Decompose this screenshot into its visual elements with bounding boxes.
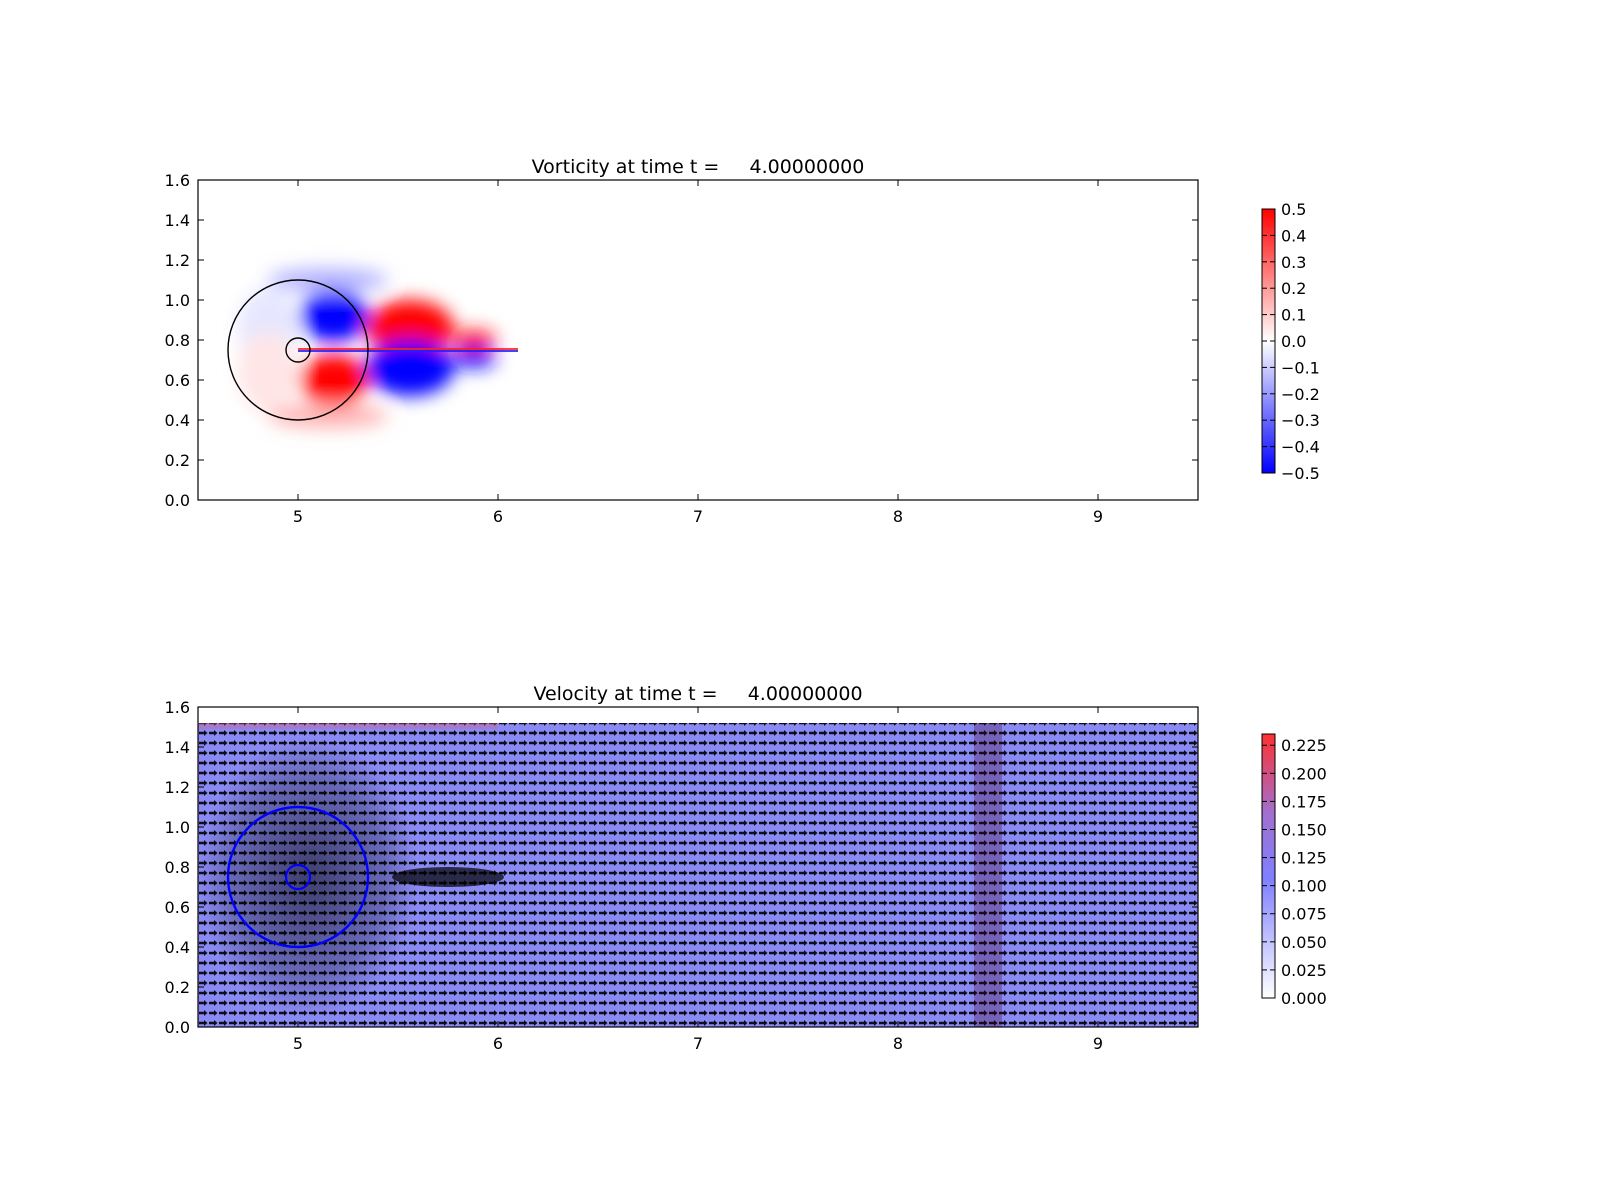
colorbar-tick-label: 0.2	[1281, 279, 1306, 298]
x-tick-label: 9	[1093, 507, 1103, 526]
x-tick-label: 7	[693, 1034, 703, 1053]
y-tick-label: 1.4	[165, 738, 190, 757]
vorticity-overlay	[227, 279, 369, 421]
negative-vorticity-region	[366, 340, 454, 396]
y-tick-label: 1.2	[165, 251, 190, 270]
y-tick-label: 1.4	[165, 211, 190, 230]
colorbar-tick-label: −0.1	[1281, 358, 1320, 377]
colorbar-tick-label: 0.075	[1281, 905, 1327, 924]
vorticity-panel: Vorticity at time t = 4.00000000 5 6 7 8 9 0…	[165, 156, 1320, 526]
colorbar-tick-label: 0.025	[1281, 961, 1327, 980]
x-tick-label: 8	[893, 1034, 903, 1053]
velocity-panel: Velocity at time t = 4.00000000 5 6 7 8 9 0.…	[165, 683, 1327, 1053]
velocity-colorbar: 0.225 0.200 0.175 0.150 0.125 0.100 0.075 0.050…	[1261, 733, 1327, 1008]
y-tick-label: 0.0	[165, 1018, 190, 1037]
colorbar-tick-label: 0.000	[1281, 989, 1327, 1008]
colorbar-tick-label: 0.225	[1281, 736, 1327, 755]
vorticity-blobs	[238, 268, 496, 428]
positive-vorticity-region	[366, 300, 454, 356]
colorbar-tick-label: 0.050	[1281, 933, 1327, 952]
velocity-colorbar-ticks: 0.225 0.200 0.175 0.150 0.125 0.100 0.075 0.050…	[1262, 736, 1327, 1008]
colorbar-tick-label: 0.4	[1281, 226, 1306, 245]
velocity-field	[198, 723, 1198, 1027]
velocity-overlay	[226, 805, 370, 949]
vorticity-x-ticks: 5 6 7 8 9	[293, 180, 1103, 526]
velocity-title: Velocity at time t = 4.00000000	[533, 683, 862, 705]
vorticity-field	[238, 268, 518, 428]
vorticity-plot-background	[198, 180, 1198, 500]
positive-vorticity-region	[268, 404, 388, 428]
top-edge-tint	[198, 723, 498, 729]
vorticity-y-ticks: 0.0 0.2 0.4 0.6 0.8 1.0 1.2 1.4 1.6	[165, 171, 1198, 510]
y-tick-label: 0.0	[165, 491, 190, 510]
vorticity-colorbar: 0.5 0.4 0.3 0.2 0.1 0.0 −0.1 −0.2 −0.3 −0.4 −0.5	[1261, 200, 1320, 483]
x-tick-label: 6	[493, 1034, 503, 1053]
y-tick-label: 1.0	[165, 291, 190, 310]
colorbar-tick-label: −0.3	[1281, 411, 1320, 430]
velocity-colorbar-bar	[1261, 733, 1276, 999]
colorbar-tick-label: 0.1	[1281, 306, 1306, 325]
y-tick-label: 0.4	[165, 938, 190, 957]
outer-circle	[226, 805, 370, 949]
y-tick-label: 1.2	[165, 778, 190, 797]
outer-circle	[227, 279, 369, 421]
positive-vorticity-region	[452, 330, 496, 350]
y-tick-label: 1.6	[165, 171, 190, 190]
inner-circle	[284, 863, 312, 891]
colorbar-tick-label: 0.3	[1281, 253, 1306, 272]
x-tick-label: 7	[693, 507, 703, 526]
negative-vorticity-region	[300, 290, 368, 342]
x-tick-label: 6	[493, 507, 503, 526]
negative-vorticity-region	[268, 268, 388, 292]
dark-vertical-band	[974, 723, 1002, 1027]
y-tick-label: 1.6	[165, 698, 190, 717]
colorbar-tick-label: −0.5	[1281, 464, 1320, 483]
velocity-y-ticks: 0.0 0.2 0.4 0.6 0.8 1.0 1.2 1.4 1.6	[165, 698, 1198, 1037]
velocity-x-ticks: 5 6 7 8 9	[293, 707, 1103, 1053]
colorbar-tick-label: 0.100	[1281, 877, 1327, 896]
colorbar-tick-label: 0.0	[1281, 332, 1306, 351]
y-tick-label: 0.8	[165, 331, 190, 350]
vorticity-title: Vorticity at time t = 4.00000000	[532, 156, 865, 178]
y-tick-label: 1.0	[165, 818, 190, 837]
obstacle-disturbance	[198, 737, 418, 1017]
y-tick-label: 0.8	[165, 858, 190, 877]
wake-negative-sheet	[298, 350, 518, 352]
y-tick-label: 0.4	[165, 411, 190, 430]
colorbar-tick-label: 0.125	[1281, 849, 1327, 868]
x-tick-label: 5	[293, 507, 303, 526]
colorbar-tick-label: 0.175	[1281, 792, 1327, 811]
wake-streak	[392, 867, 504, 887]
y-tick-label: 0.2	[165, 451, 190, 470]
y-tick-label: 0.2	[165, 978, 190, 997]
x-tick-label: 8	[893, 507, 903, 526]
colorbar-tick-label: 0.150	[1281, 820, 1327, 839]
positive-vorticity-region	[238, 332, 298, 412]
y-tick-label: 0.6	[165, 371, 190, 390]
colorbar-tick-label: 0.200	[1281, 764, 1327, 783]
x-tick-label: 5	[293, 1034, 303, 1053]
wake-positive-sheet	[298, 348, 518, 350]
inner-circle	[285, 337, 311, 363]
x-tick-label: 9	[1093, 1034, 1103, 1053]
y-tick-label: 0.6	[165, 898, 190, 917]
colorbar-tick-label: −0.2	[1281, 385, 1320, 404]
colorbar-tick-label: 0.5	[1281, 200, 1306, 219]
vorticity-colorbar-ticks: 0.5 0.4 0.3 0.2 0.1 0.0 −0.1 −0.2 −0.3 −0.4 −0.5	[1262, 200, 1320, 483]
negative-vorticity-region	[452, 348, 496, 368]
positive-vorticity-region	[300, 354, 368, 406]
colorbar-tick-label: −0.4	[1281, 438, 1320, 457]
